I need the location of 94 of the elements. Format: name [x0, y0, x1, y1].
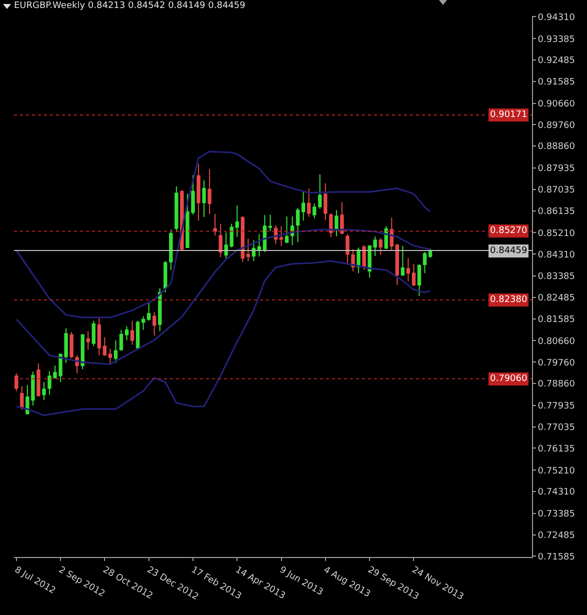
candlestick [412, 264, 416, 286]
candlestick [224, 232, 228, 259]
y-tick-label: 0.88860 [538, 142, 576, 152]
candlestick [208, 168, 212, 214]
y-tick-label: 0.90660 [538, 100, 576, 110]
candlestick [346, 234, 350, 265]
candlestick [202, 180, 206, 218]
candlestick [141, 316, 146, 330]
candlestick [257, 234, 262, 257]
y-tick-label: 0.82485 [538, 294, 576, 304]
candlestick [136, 320, 140, 348]
candlestick [284, 216, 289, 244]
candlestick [86, 330, 90, 350]
y-tick-label: 0.76135 [538, 444, 576, 454]
y-tick-label: 0.87935 [538, 164, 576, 174]
candlestick [164, 260, 168, 294]
candlestick [362, 244, 366, 270]
y-tick-label: 0.74310 [538, 488, 576, 498]
candlestick [14, 372, 18, 392]
candlestick [230, 223, 234, 248]
y-tick-label: 0.71585 [538, 552, 576, 562]
y-tick-label: 0.75210 [538, 466, 576, 476]
y-tick-label: 0.84310 [538, 250, 576, 260]
candlestick [70, 331, 74, 359]
y-tick-label: 0.85210 [538, 228, 576, 239]
candlestick [174, 186, 178, 233]
candlestick [262, 214, 267, 252]
y-tick-label: 0.80660 [538, 336, 576, 347]
y-tick-label: 0.79760 [538, 358, 576, 368]
y-tick-label: 0.83385 [538, 272, 576, 282]
y-tick-label: 0.94310 [538, 12, 576, 23]
candlestick [108, 348, 112, 366]
candlestick [169, 229, 173, 270]
y-tick-label: 0.81585 [538, 314, 576, 325]
candlestick [42, 382, 46, 401]
candlestick [252, 240, 256, 262]
chart-title: EURGBP.Weekly 0.84213 0.84542 0.84149 0.84459 [14, 1, 246, 12]
line-series [16, 260, 432, 416]
candlestick [146, 302, 151, 322]
candlestick [114, 340, 118, 364]
candlestick [235, 205, 239, 238]
candlestick [340, 202, 344, 235]
candlestick [312, 202, 316, 219]
candlestick [119, 329, 124, 352]
y-tick-label: 0.78860 [538, 380, 576, 390]
candlestick [80, 334, 84, 370]
candlestick [329, 212, 333, 238]
candlestick [395, 243, 400, 286]
candlestick [296, 208, 300, 243]
candlestick [102, 336, 107, 356]
candlestick [307, 188, 311, 218]
candlestick [334, 210, 338, 237]
y-tick-label: 0.92485 [538, 56, 576, 66]
ref-line-label: 0.82380 [490, 295, 528, 305]
line-series [16, 228, 432, 366]
y-tick-label: 0.87035 [538, 186, 576, 196]
ref-line-label: 0.90171 [490, 110, 528, 120]
candlestick [400, 246, 405, 276]
candlestick [124, 326, 129, 341]
candlestick [373, 236, 377, 256]
candlestick [351, 248, 355, 272]
candlestick [196, 163, 200, 222]
candlestick [152, 311, 156, 336]
candlestick [20, 386, 24, 410]
candlestick [213, 213, 217, 236]
y-tick-label: 0.77035 [538, 422, 576, 433]
candlestick [158, 288, 162, 332]
candlestick [378, 237, 382, 256]
candlestick [92, 320, 96, 347]
candlestick [279, 226, 284, 247]
y-tick-label: 0.77935 [538, 402, 576, 412]
candlestick [218, 223, 222, 258]
ref-line-label: 0.84459 [490, 246, 528, 256]
candlestick [268, 214, 272, 232]
y-tick-label: 0.72485 [538, 530, 576, 541]
ref-line-label: 0.85270 [490, 226, 528, 236]
candlestick [36, 363, 40, 398]
y-tick-label: 0.89760 [538, 120, 576, 131]
y-tick-label: 0.73385 [538, 510, 576, 520]
candlestick [130, 320, 134, 346]
candlestick [318, 174, 322, 210]
line-series [16, 150, 432, 318]
candlestick [390, 217, 394, 252]
y-tick-label: 0.91585 [538, 78, 576, 88]
candlestick [97, 316, 101, 356]
ref-line-label: 0.79060 [490, 374, 528, 384]
candlestick [406, 258, 410, 282]
y-tick-label: 0.93385 [538, 34, 576, 45]
y-tick-label: 0.86135 [538, 206, 576, 217]
candlestick [324, 182, 328, 221]
candlestick [417, 264, 422, 297]
candlestick [422, 251, 427, 274]
candlestick [302, 192, 306, 222]
candlestick [246, 238, 250, 262]
